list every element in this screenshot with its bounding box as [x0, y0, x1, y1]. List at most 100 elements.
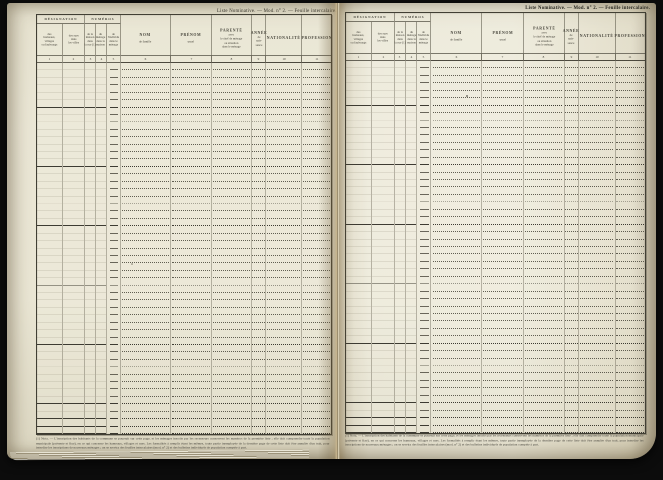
ruled-line [432, 156, 480, 158]
body-cell [302, 352, 331, 360]
body-cell [96, 255, 107, 264]
ruled-line [394, 74, 405, 76]
body-cell [266, 174, 302, 182]
body-cell [212, 241, 252, 249]
ruled-line [302, 343, 331, 345]
body-cell [85, 411, 96, 420]
column-number: 4 [96, 55, 107, 63]
body-cell [616, 396, 645, 404]
column-header-label: des hameaux, villages ou faubourgs [350, 30, 367, 45]
body-cell [212, 174, 252, 182]
ruled-line [252, 358, 265, 360]
ruled-line [109, 366, 119, 368]
column-number-label: 6 [144, 57, 147, 61]
ruled-line [122, 351, 169, 353]
body-cell [417, 180, 432, 188]
ruled-line [525, 432, 563, 433]
body-cell [565, 180, 579, 188]
column-header-2: des rues dans les villes [63, 24, 85, 55]
body-cell [417, 172, 432, 181]
ruled-line [579, 379, 614, 381]
ruled-line [406, 216, 417, 218]
ruled-line [96, 314, 106, 316]
ruled-line [109, 403, 119, 405]
ruled-line [109, 277, 119, 279]
body-cell [346, 127, 373, 136]
body-cell [524, 351, 565, 359]
ruled-line [172, 225, 210, 227]
body-cell [431, 187, 483, 195]
body-cell [107, 137, 121, 145]
body-cell [171, 315, 212, 323]
body-cell [406, 276, 418, 285]
body-cell [372, 98, 395, 106]
ruled-line [419, 312, 429, 314]
ruled-line [406, 171, 417, 173]
body-cell [565, 403, 579, 411]
ruled-line [252, 292, 265, 294]
body-cell [266, 300, 302, 308]
ruled-line [213, 329, 250, 331]
body-cell [96, 404, 107, 412]
body-cell [266, 114, 302, 123]
body-cell [417, 142, 432, 151]
body-cell [37, 389, 63, 397]
ruled-line [172, 165, 210, 167]
ruled-line [122, 403, 169, 405]
body-cell [37, 278, 63, 286]
ruled-line [63, 225, 84, 227]
ruled-line [419, 134, 429, 136]
body-cell [266, 411, 302, 420]
ruled-line [267, 202, 300, 204]
body-cell [37, 359, 63, 368]
body-cell [266, 100, 302, 108]
body-cell [266, 211, 302, 219]
ruled-line [122, 136, 169, 138]
body-cell [524, 150, 565, 158]
body-cell [37, 374, 63, 383]
ruled-line [85, 277, 95, 279]
body-cell [37, 344, 63, 353]
body-cell [85, 181, 96, 190]
body-cell [346, 180, 373, 188]
body-cell [406, 172, 418, 181]
footnote-text: (1) Nota. — L'inscription des habitants … [345, 434, 644, 447]
ruled-line [96, 240, 106, 242]
body-cell [565, 321, 579, 329]
body-cell [302, 375, 331, 383]
body-cell [372, 180, 395, 188]
body-cell [417, 254, 432, 262]
body-cell [302, 145, 331, 153]
body-cell [417, 135, 432, 143]
ruled-line [483, 97, 522, 99]
ruled-line [565, 126, 578, 128]
ruled-line [63, 336, 84, 338]
body-cell [346, 291, 373, 300]
body-cell [212, 77, 252, 86]
ruled-line [302, 143, 331, 145]
body-cell [96, 100, 107, 108]
body-cell [212, 300, 252, 308]
ruled-line [37, 254, 62, 256]
ruled-line [394, 156, 405, 158]
body-cell [107, 152, 121, 160]
column-number: 7 [171, 55, 212, 63]
ruled-line [172, 306, 210, 308]
ruled-line [565, 238, 578, 240]
ruled-line [616, 231, 645, 233]
ruled-line [394, 305, 405, 307]
ruled-line [172, 143, 210, 145]
ruled-line [37, 284, 62, 286]
ruled-line [346, 208, 372, 210]
body-cell [565, 284, 579, 292]
ruled-line [432, 268, 480, 270]
body-cell [406, 127, 418, 136]
ruled-line [37, 262, 62, 264]
ruled-line [37, 91, 62, 93]
body-cell [431, 395, 483, 404]
body-cell [406, 61, 418, 69]
ruled-line [122, 343, 169, 345]
ruled-line [432, 82, 480, 84]
body-cell [524, 75, 565, 84]
ruled-line [109, 225, 119, 227]
